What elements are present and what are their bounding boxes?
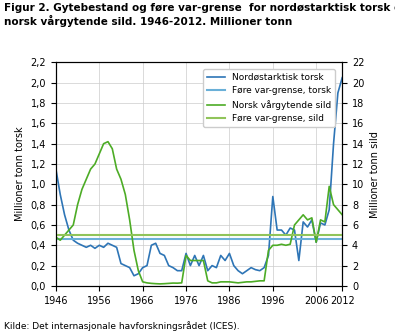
Norsk vårgytende sild xyxy=(54,235,58,239)
Line: Norsk vårgytende sild: Norsk vårgytende sild xyxy=(56,142,342,284)
Norsk vårgytende sild xyxy=(322,220,327,224)
Nordøstarktisk torsk xyxy=(132,274,136,278)
Y-axis label: Millioner tonn torsk: Millioner tonn torsk xyxy=(15,127,25,221)
Norsk vårgytende sild xyxy=(340,213,344,217)
Norsk vårgytende sild xyxy=(179,281,184,285)
Norsk vårgytende sild xyxy=(75,203,80,207)
Nordøstarktisk torsk xyxy=(340,76,344,80)
Norsk vårgytende sild xyxy=(88,167,93,171)
Norsk vårgytende sild xyxy=(279,242,284,246)
Legend: Nordøstarktisk torsk, Føre var-grense, torsk, Norsk vårgytende sild, Føre var-gr: Nordøstarktisk torsk, Føre var-grense, t… xyxy=(203,69,335,127)
Line: Nordøstarktisk torsk: Nordøstarktisk torsk xyxy=(56,78,342,276)
Norsk vårgytende sild xyxy=(158,282,162,286)
Norsk vårgytende sild xyxy=(105,140,110,144)
Nordøstarktisk torsk xyxy=(322,223,327,227)
Text: Kilde: Det internasjonale havforskningsrådet (ICES).: Kilde: Det internasjonale havforskningsr… xyxy=(4,321,240,331)
Norsk vårgytende sild xyxy=(192,259,197,263)
Nordøstarktisk torsk xyxy=(275,228,280,232)
Y-axis label: Millioner tonn sild: Millioner tonn sild xyxy=(370,131,380,218)
Nordøstarktisk torsk xyxy=(97,243,102,247)
Nordøstarktisk torsk xyxy=(188,264,193,268)
Nordøstarktisk torsk xyxy=(175,269,180,273)
Nordøstarktisk torsk xyxy=(54,167,58,171)
Nordøstarktisk torsk xyxy=(88,243,93,247)
Text: Figur 2. Gytebestand og føre var-grense  for nordøstarktisk torsk og
norsk vårgy: Figur 2. Gytebestand og føre var-grense … xyxy=(4,3,395,27)
